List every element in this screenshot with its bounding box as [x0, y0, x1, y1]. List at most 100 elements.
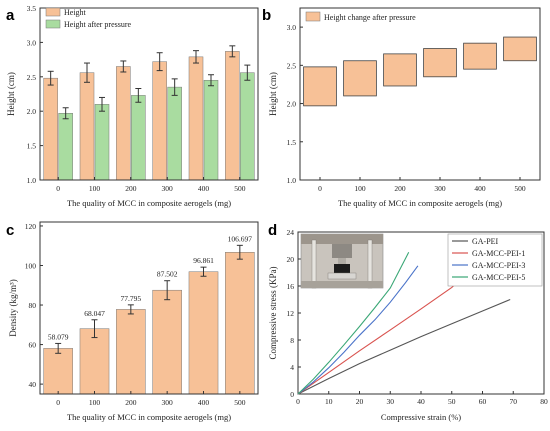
photo-left-column	[311, 239, 317, 289]
panel-label-d: d	[268, 222, 277, 239]
d-legend-label: GA-MCC-PEI-5	[472, 273, 525, 282]
c-data-label: 58.079	[48, 332, 69, 341]
c-y-tick-label: 120	[25, 222, 37, 231]
panel-label-a: a	[6, 7, 15, 24]
a-x-tick-label: 100	[89, 184, 101, 193]
b-plot-frame	[299, 7, 541, 181]
c-bar	[116, 309, 146, 395]
d-legend-label: GA-MCC-PEI-1	[472, 249, 525, 258]
a-x-axis-label: The quality of MCC in composite aerogels…	[67, 198, 231, 208]
a-bar-after	[94, 104, 110, 181]
a-y-tick-label: 3.5	[27, 4, 37, 13]
a-bar-height	[43, 77, 58, 181]
c-data-label: 87.502	[157, 270, 178, 279]
d-legend-label: GA-PEI	[472, 237, 499, 246]
d-x-tick-label: 60	[479, 397, 487, 406]
d-series-line-2	[297, 265, 419, 395]
c-y-tick-label: 80	[29, 301, 37, 310]
c-y-tick-label: 40	[29, 380, 37, 389]
d-series-line-3	[297, 252, 410, 395]
c-x-tick-label: 200	[125, 398, 137, 407]
a-plot-frame	[39, 7, 259, 181]
a-bar-after	[167, 86, 182, 181]
a-bar-height	[116, 66, 131, 181]
a-x-tick-label: 400	[198, 184, 210, 193]
c-x-tick-label: 400	[198, 398, 210, 407]
chart-d: 0 10 20 30 40 50 60 70 80 0 4 8 12 16 20 24 Compressive …	[268, 228, 548, 422]
d-series-line-0	[297, 298, 511, 395]
d-x-axis-label: Compressive strain (%)	[381, 412, 461, 422]
d-x-tick-label: 50	[448, 397, 456, 406]
c-y-axis-label: Density (kg/m³)	[8, 279, 18, 336]
chart-c: 58.079 68.047 77.795 87.502 96.861 106.697 40 6…	[8, 221, 259, 422]
panel-label-b: b	[262, 7, 271, 24]
chart-b: 1.0 1.5 2.0 2.5 3.0 0 100 200 300 400 500 The quali…	[268, 7, 541, 208]
b-range-bar	[423, 48, 457, 78]
c-data-label: 106.697	[228, 234, 253, 243]
c-data-label: 68.047	[84, 309, 105, 318]
c-plot-frame	[39, 221, 259, 395]
photo-right-column	[367, 239, 373, 289]
b-x-tick-label: 0	[318, 184, 322, 193]
a-y-tick-label: 2.0	[27, 107, 37, 116]
d-y-tick-label: 24	[287, 228, 295, 237]
d-x-tick-label: 0	[296, 397, 300, 406]
photo-sample	[334, 264, 350, 273]
a-bar-height	[188, 56, 204, 181]
d-x-tick-label: 20	[356, 397, 364, 406]
b-x-tick-label: 200	[394, 184, 406, 193]
a-legend-label: Height after pressure	[64, 20, 132, 29]
a-legend-swatch	[45, 19, 61, 29]
c-bar	[188, 271, 219, 395]
c-x-tick-label: 300	[162, 398, 174, 407]
d-x-tick-label: 10	[325, 397, 333, 406]
a-y-tick-label: 3.0	[27, 38, 37, 47]
photo-crosshead	[332, 244, 352, 258]
photo-lower-plate	[327, 272, 357, 280]
b-range-bar	[343, 60, 377, 97]
a-y-tick-label: 2.5	[27, 73, 37, 82]
a-bar-height	[225, 51, 240, 181]
a-bar-after	[203, 79, 219, 181]
a-x-tick-label: 500	[234, 184, 246, 193]
a-x-tick-label: 0	[56, 184, 60, 193]
b-x-tick-label: 500	[514, 184, 526, 193]
c-x-axis-label: The quality of MCC in composite aerogels…	[67, 412, 231, 422]
a-x-tick-label: 300	[162, 184, 174, 193]
c-bar	[43, 348, 73, 395]
d-x-tick-label: 40	[417, 397, 425, 406]
d-y-tick-label: 0	[290, 390, 294, 399]
test-machine-photo	[300, 233, 384, 289]
d-y-tick-label: 20	[287, 255, 295, 264]
d-x-tick-label: 80	[540, 397, 548, 406]
b-y-tick-label: 2.5	[287, 61, 297, 70]
a-bar-after	[131, 95, 146, 181]
a-bar-after	[240, 72, 255, 181]
photo-base	[301, 281, 383, 288]
c-bar	[152, 289, 182, 395]
a-y-axis-label: Height (cm)	[6, 72, 16, 116]
a-y-tick-label: 1.5	[27, 142, 37, 151]
c-y-tick-label: 100	[25, 261, 37, 270]
a-legend-swatch	[45, 7, 61, 17]
d-y-axis-label: Compressive stress (KPa)	[268, 267, 278, 360]
b-range-bar	[503, 36, 537, 62]
c-data-label: 77.795	[121, 294, 142, 303]
a-bar-height	[152, 61, 167, 181]
a-legend-label: Height	[64, 8, 87, 17]
c-bar	[225, 252, 255, 395]
a-x-tick-label: 200	[125, 184, 137, 193]
b-legend-swatch	[305, 11, 321, 22]
b-x-tick-label: 300	[434, 184, 446, 193]
d-x-tick-label: 70	[510, 397, 518, 406]
d-y-tick-label: 8	[290, 336, 294, 345]
d-x-tick-label: 30	[387, 397, 395, 406]
c-y-tick-label: 60	[29, 341, 37, 350]
b-y-axis-label: Height (cm)	[268, 72, 278, 116]
c-data-label: 96.861	[193, 256, 214, 265]
b-legend-label: Height change after pressure	[324, 13, 416, 22]
a-bar-height	[79, 72, 95, 181]
b-x-tick-label: 100	[354, 184, 366, 193]
c-x-tick-label: 500	[234, 398, 246, 407]
